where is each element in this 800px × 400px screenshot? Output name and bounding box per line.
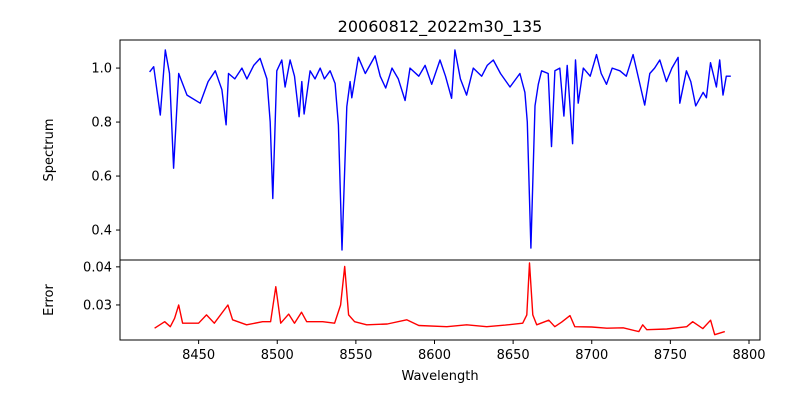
y-tick-label: 0.03 [83,298,112,313]
y-tick-label: 0.8 [91,116,112,131]
x-axis-label: Wavelength [401,369,478,384]
x-tick-label: 8750 [654,348,687,363]
y-tick-label: 0.04 [83,260,112,275]
x-tick-label: 8550 [339,348,372,363]
spectrum-y-axis-label: Spectrum [42,119,57,182]
y-tick-label: 1.0 [91,62,112,77]
chart-title: 20060812_2022m30_135 [338,17,543,37]
x-tick-label: 8450 [182,348,215,363]
error-axes: 0.03 0.04 8450 8500 8550 8600 8650 8700 8750 8800 [83,259,766,363]
x-tick-label: 8600 [418,348,451,363]
spectrum-line [149,49,731,251]
error-y-axis-label: Error [42,284,57,316]
x-tick-label: 8800 [732,348,765,363]
y-tick-label: 0.6 [91,170,112,185]
x-tick-label: 8650 [497,348,530,363]
spectrum-axes: 0.4 0.6 0.8 1.0 [91,39,761,261]
error-line [154,262,726,336]
y-tick-label: 0.4 [91,224,112,239]
axes-frame [119,259,761,341]
x-tick-label: 8700 [575,348,608,363]
x-tick-label: 8500 [261,348,294,363]
